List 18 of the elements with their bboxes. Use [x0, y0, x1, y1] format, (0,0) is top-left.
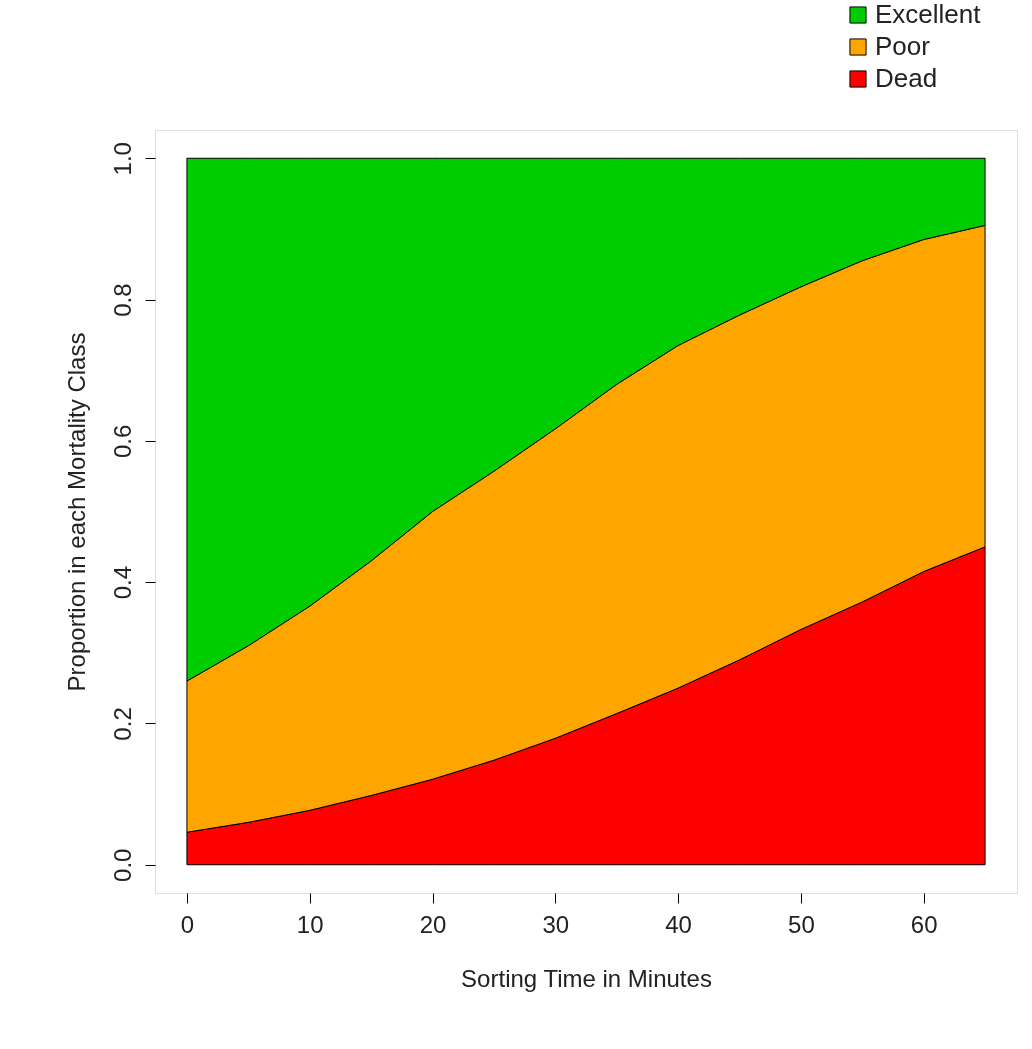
y-tick-label: 0.0 [108, 848, 136, 882]
y-tick-label: 0.4 [108, 565, 136, 600]
y-tick-label: 0.6 [108, 424, 136, 459]
x-tick-label: 10 [296, 910, 324, 938]
x-axis-title: Sorting Time in Minutes [461, 964, 712, 992]
y-tick-label: 0.2 [108, 707, 136, 741]
x-tick-label: 20 [419, 910, 447, 938]
legend-label: Excellent [875, 0, 982, 29]
y-axis-title: Proportion in each Mortality Class [62, 332, 90, 692]
legend-label: Dead [875, 63, 938, 93]
x-tick-label: 40 [665, 910, 692, 938]
x-tick-label: 50 [788, 910, 815, 938]
x-tick-label: 0 [180, 910, 195, 938]
legend-label: Poor [875, 31, 931, 61]
y-tick-label: 0.8 [108, 283, 136, 317]
x-tick-label: 60 [910, 910, 938, 938]
x-tick-label: 30 [542, 910, 570, 938]
y-tick-label: 1.0 [108, 142, 136, 176]
